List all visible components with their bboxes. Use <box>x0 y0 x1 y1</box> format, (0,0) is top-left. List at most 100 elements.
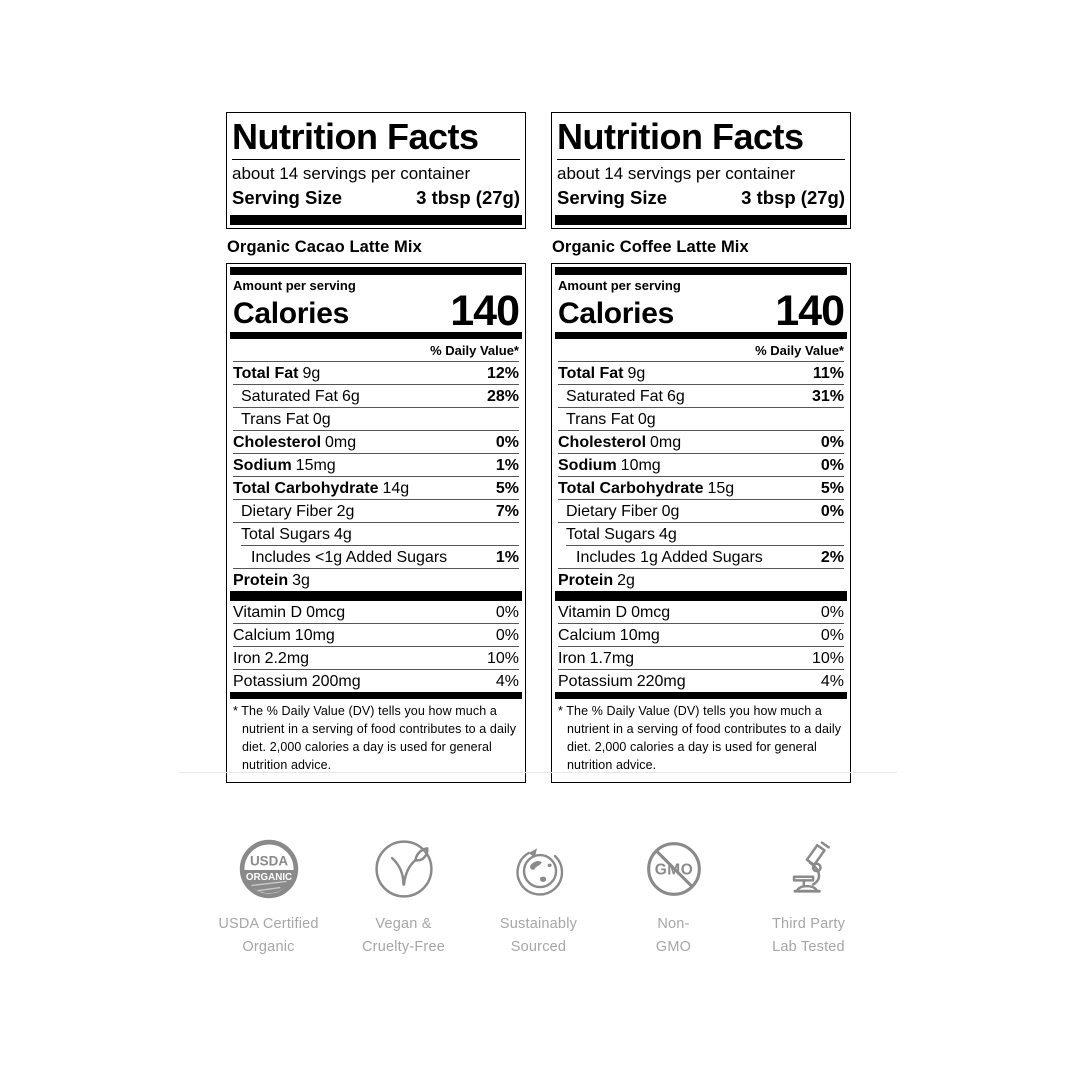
nutrient-daily-value: 5% <box>820 479 844 497</box>
nutrient-amount: 6g <box>666 387 685 405</box>
vitamin-name: Potassium <box>233 672 308 690</box>
badge-label-line: Cruelty-Free <box>362 939 445 956</box>
certification-badge: Sustainably Sourced <box>488 838 590 959</box>
nutrient-row: Total Fat 9g 11% <box>558 362 844 384</box>
thick-divider-bar <box>230 214 522 225</box>
vitamin-row: Iron 1.7mg 10% <box>558 646 844 669</box>
vitamin-daily-value: 0% <box>820 626 844 644</box>
vitamin-row: Iron 2.2mg 10% <box>233 646 519 669</box>
nutrition-panel: Amount per serving Calories 140 % Daily … <box>226 262 526 784</box>
daily-value-header: % Daily Value* <box>233 339 519 363</box>
serving-size-label: Serving Size <box>557 186 668 208</box>
vitamin-row: Vitamin D 0mcg 0% <box>558 601 844 623</box>
nutrient-amount: 9g <box>302 364 321 382</box>
nutrient-row: Total Fat 9g 12% <box>233 362 519 384</box>
nutrition-labels-row: Nutrition Facts about 14 servings per co… <box>0 112 1077 784</box>
amount-per-serving-label: Amount per serving <box>558 277 681 293</box>
nutrient-row: Sodium 10mg 0% <box>558 453 844 476</box>
nutrient-amount: 0g <box>661 502 680 520</box>
nutrient-daily-value: 7% <box>495 502 519 520</box>
nutrient-amount: 0g <box>637 410 656 428</box>
nutrient-name: Total Carbohydrate <box>558 479 704 497</box>
nutrient-daily-value: 0% <box>820 502 844 520</box>
vitamin-row: Potassium 200mg 4% <box>233 669 519 692</box>
nutrition-label: Nutrition Facts about 14 servings per co… <box>551 112 851 784</box>
calories-row: Calories 140 <box>558 289 845 332</box>
nutrient-name: Dietary Fiber <box>241 502 333 520</box>
nutrient-amount: 4g <box>658 525 677 543</box>
nutrient-amount: 14g <box>382 479 410 497</box>
vitamin-name: Calcium <box>233 626 291 644</box>
nutrient-amount: 4g <box>333 525 352 543</box>
nutrient-daily-value: 5% <box>495 479 519 497</box>
nutrient-text: Sodium 15mg <box>233 455 336 476</box>
vitamin-rows: Vitamin D 0mcg 0% Calcium 10mg 0% Iron 1.7m… <box>558 601 844 692</box>
nutrient-amount: 15mg <box>295 456 336 474</box>
badge-label-line: Vegan & <box>375 916 432 932</box>
vitamin-amount: 2.2mg <box>264 649 310 667</box>
vitamin-text: Calcium 10mg <box>558 625 660 646</box>
servings-per-container: about 14 servings per container <box>232 164 471 184</box>
nutrition-facts-header-box: Nutrition Facts about 14 servings per co… <box>551 112 851 229</box>
vitamin-text: Iron 1.7mg <box>558 648 634 669</box>
vitamin-amount: 1.7mg <box>589 649 635 667</box>
nutrient-row: Protein 2g <box>558 568 844 591</box>
nutrient-text: Cholesterol 0mg <box>558 432 681 453</box>
nutrient-daily-value: 0% <box>820 456 844 474</box>
certification-badge: USDA ORGANIC USDA Certified Organic <box>218 838 320 959</box>
vitamin-amount: 0mcg <box>631 603 671 621</box>
certification-badge: Third Party Lab Tested <box>758 838 860 959</box>
product-name: Organic Coffee Latte Mix <box>552 237 749 256</box>
nutrient-amount: 9g <box>627 364 646 382</box>
vitamin-name: Vitamin D <box>233 603 303 621</box>
nutrient-name: Trans Fat <box>241 410 309 428</box>
calories-label: Calories <box>233 296 349 330</box>
calories-label: Calories <box>558 296 674 330</box>
thin-rule <box>232 159 520 161</box>
nutrient-text: Saturated Fat 6g <box>241 386 360 407</box>
serving-size-row: Serving Size 3 tbsp (27g) <box>557 187 845 209</box>
nutrient-text: Cholesterol 0mg <box>233 432 356 453</box>
amount-per-serving-label: Amount per serving <box>233 277 356 293</box>
vitamin-daily-value: 0% <box>495 626 519 644</box>
nutrient-name: Total Sugars <box>566 525 655 543</box>
nutrient-name: Trans Fat <box>566 410 634 428</box>
vitamin-text: Calcium 10mg <box>233 625 335 646</box>
nutrient-row: Trans Fat 0g <box>558 407 844 430</box>
vitamin-daily-value: 10% <box>811 649 844 667</box>
badge-label-line: USDA Certified <box>218 916 319 932</box>
nutrient-text: Total Carbohydrate 14g <box>233 478 409 499</box>
nutrient-text: Protein 2g <box>558 570 635 591</box>
nutrient-text: Sodium 10mg <box>558 455 661 476</box>
nutrient-daily-value: 31% <box>811 387 844 405</box>
badge-label: Sustainably Sourced <box>500 913 577 959</box>
nutrient-row: Saturated Fat 6g 28% <box>233 384 519 407</box>
nutrient-row: Total Sugars 4g <box>558 522 844 545</box>
thick-divider-bar <box>555 214 847 225</box>
badge-label-line: Sourced <box>510 939 567 956</box>
nutrient-text: Dietary Fiber 0g <box>566 501 679 522</box>
nutrient-text: Includes 1g Added Sugars <box>576 547 767 568</box>
nutrient-text: Total Carbohydrate 15g <box>558 478 734 499</box>
nutrient-rows: Total Fat 9g 11% Saturated Fat 6g 31% Tran… <box>558 362 844 591</box>
vitamin-text: Vitamin D 0mcg <box>233 602 345 623</box>
globe-recycle-icon <box>508 838 570 900</box>
nutrient-name: Saturated Fat <box>566 387 663 405</box>
nutrient-row: Cholesterol 0mg 0% <box>233 430 519 453</box>
nutrition-facts-title: Nutrition Facts <box>557 116 804 157</box>
vitamin-row: Vitamin D 0mcg 0% <box>233 601 519 623</box>
nutrient-text: Dietary Fiber 2g <box>241 501 354 522</box>
vitamin-row: Calcium 10mg 0% <box>233 623 519 646</box>
nutrient-row: Dietary Fiber 2g 7% <box>233 499 519 522</box>
nutrient-text: Total Fat 9g <box>558 363 645 384</box>
nutrient-row: Saturated Fat 6g 31% <box>558 384 844 407</box>
nutrient-daily-value: 11% <box>812 364 844 382</box>
nutrient-daily-value: 0% <box>495 433 519 451</box>
svg-text:USDA: USDA <box>249 853 287 868</box>
nutrient-amount: 0mg <box>325 433 357 451</box>
nutrient-daily-value: 28% <box>486 387 519 405</box>
calories-row: Calories 140 <box>233 289 520 332</box>
badge-label-line: Third Party <box>771 916 846 932</box>
vitamin-text: Potassium 220mg <box>558 671 686 692</box>
